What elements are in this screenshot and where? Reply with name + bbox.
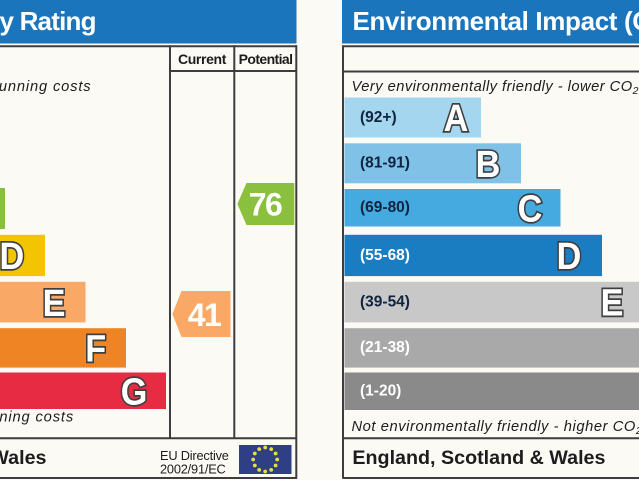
svg-text:E: E <box>43 281 66 324</box>
svg-text:41: 41 <box>188 297 221 333</box>
svg-text:B: B <box>476 142 501 185</box>
svg-text:(92+): (92+) <box>360 109 397 126</box>
svg-text:76: 76 <box>249 187 282 223</box>
svg-text:Current: Current <box>178 51 227 67</box>
svg-text:Environmental Impact (CO: Environmental Impact (CO <box>353 6 639 36</box>
svg-text:A: A <box>444 96 469 139</box>
svg-text:EU Directive: EU Directive <box>160 448 229 463</box>
svg-text:(69-80): (69-80) <box>360 199 410 216</box>
svg-text:y Rating: y Rating <box>0 6 96 36</box>
svg-text:England, Scotland & Wales: England, Scotland & Wales <box>352 447 605 469</box>
svg-text:(81-91): (81-91) <box>360 155 410 172</box>
svg-text:2002/91/EC: 2002/91/EC <box>160 462 226 477</box>
svg-text:Not environmentally friendly -: Not environmentally friendly - higher CO… <box>352 419 639 437</box>
svg-text:Very energy efficient - lower: Very energy efficient - lower running co… <box>0 79 91 95</box>
svg-text:England & Wales: England & Wales <box>0 447 47 469</box>
svg-text:E: E <box>601 281 624 324</box>
svg-text:(39-54): (39-54) <box>360 293 410 310</box>
svg-text:Very environmentally friendly: Very environmentally friendly - lower CO… <box>352 79 639 97</box>
svg-text:(21-38): (21-38) <box>360 339 410 356</box>
svg-text:Potential: Potential <box>239 51 293 67</box>
svg-text:Not energy efficient - higher: Not energy efficient - higher running co… <box>0 410 74 426</box>
svg-text:C: C <box>518 187 543 230</box>
svg-text:D: D <box>557 234 582 277</box>
svg-text:(1-20): (1-20) <box>360 383 401 400</box>
svg-text:F: F <box>85 327 106 370</box>
svg-text:D: D <box>0 234 24 277</box>
svg-text:(55-68): (55-68) <box>360 247 410 264</box>
svg-text:G: G <box>121 370 148 413</box>
